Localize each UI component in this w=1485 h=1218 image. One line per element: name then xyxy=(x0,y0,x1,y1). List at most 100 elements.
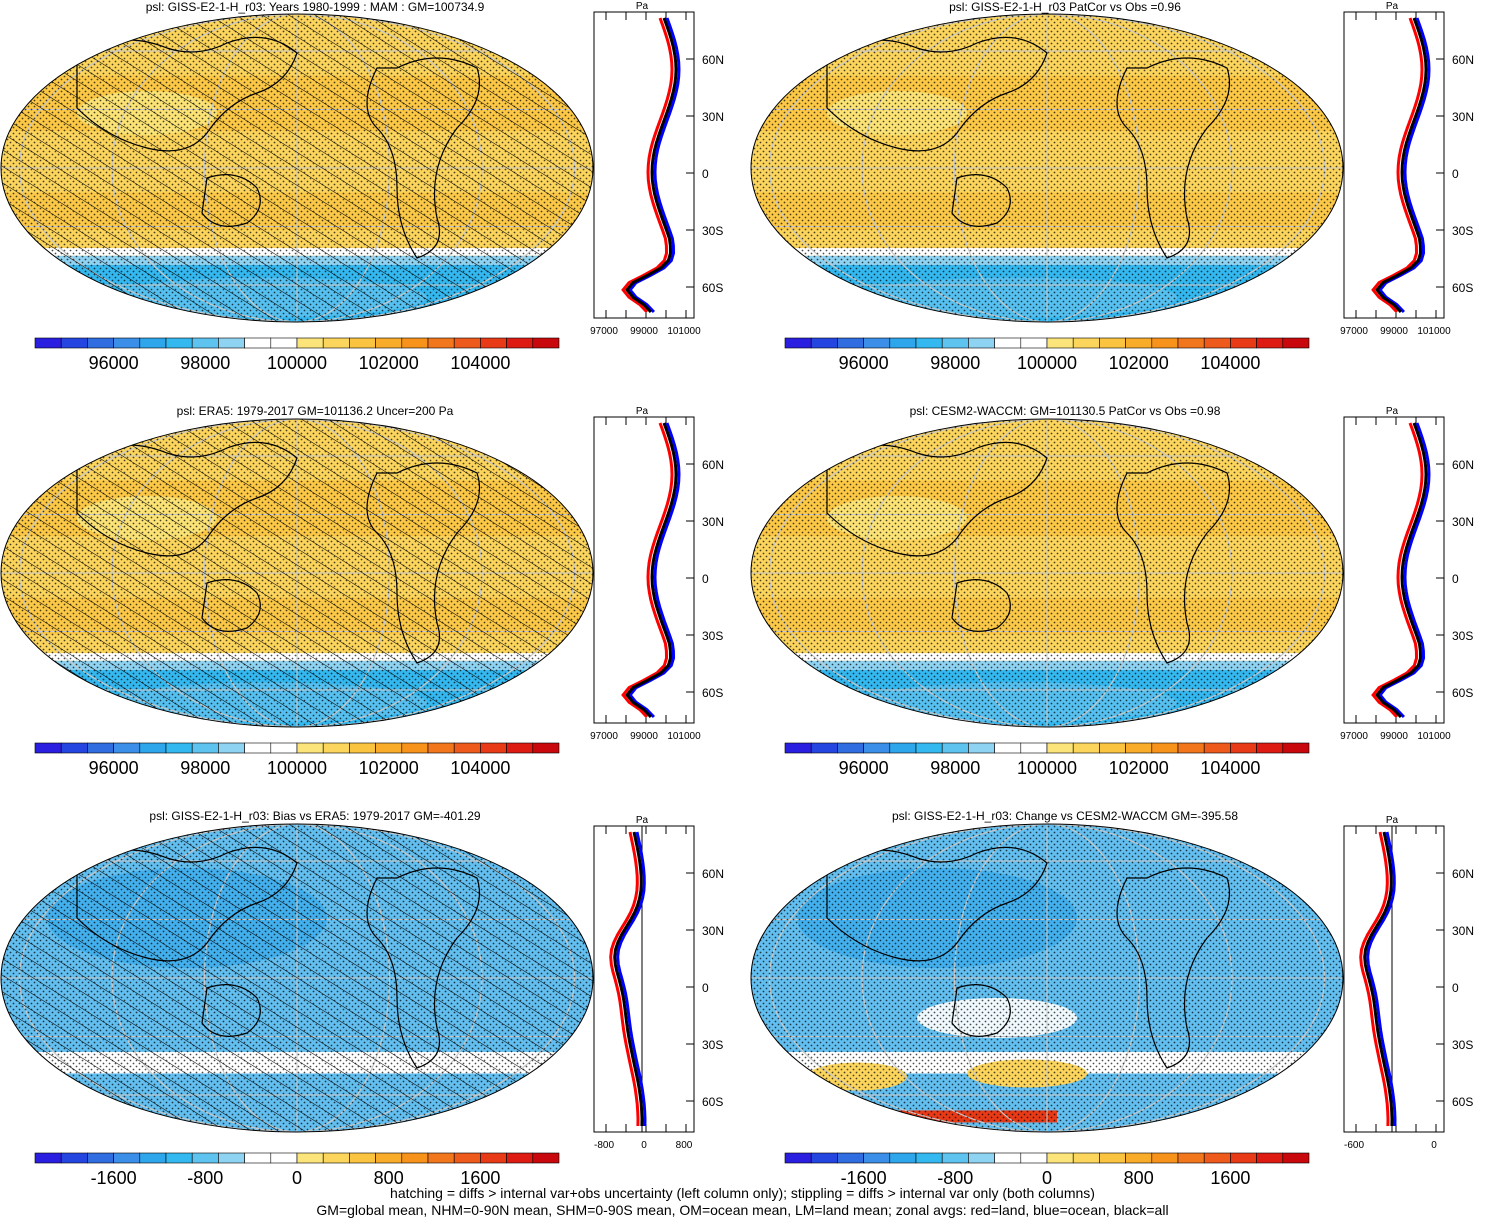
profile-lat-label-1-2: 30N xyxy=(702,110,724,124)
profile-lat-label-3-2: 30N xyxy=(702,515,724,529)
profile-lat-label-5-3: 0 xyxy=(702,981,709,995)
profile-land-line-5 xyxy=(609,831,640,1127)
panel-title-1: psl: GISS-E2-1-H_r03: Years 1980-1999 : … xyxy=(145,0,485,14)
profile-x-label-5-1: -800 xyxy=(594,1140,614,1151)
profile-x-label-4-1: 97000 xyxy=(1340,731,1368,742)
colorbar-3-label-5: 104000 xyxy=(450,758,510,778)
profile-ocean-line-4 xyxy=(1378,422,1431,719)
colorbar-5-label-2: -800 xyxy=(187,1168,223,1188)
colorbar-5-label-4: 800 xyxy=(374,1168,404,1188)
profile-lat-label-4-1: 60N xyxy=(1452,458,1474,472)
zonal-profile-1 xyxy=(593,11,695,319)
map-panel-5 xyxy=(0,823,594,1133)
profile-all-line-3 xyxy=(625,422,678,719)
colorbar-2-label-5: 104000 xyxy=(1200,353,1260,373)
colorbar-4-label-1: 96000 xyxy=(839,758,889,778)
colorbar-2-label-3: 100000 xyxy=(1017,353,1077,373)
profile-unit-5: Pa xyxy=(636,815,649,826)
panel-title-4: psl: CESM2-WACCM: GM=101130.5 PatCor vs … xyxy=(909,404,1221,418)
profile-land-line-2 xyxy=(1371,17,1424,314)
colorbar-2-label-2: 98000 xyxy=(930,353,980,373)
colorbar-6 xyxy=(784,1152,1310,1164)
panel-title-5: psl: GISS-E2-1-H_r03: Bias vs ERA5: 1979… xyxy=(149,809,481,823)
profile-x-label-6-1: -600 xyxy=(1344,1140,1364,1151)
colorbar-4-label-3: 100000 xyxy=(1017,758,1077,778)
profile-lat-label-1-3: 0 xyxy=(702,167,709,181)
colorbar-5-label-5: 1600 xyxy=(460,1168,500,1188)
map-panel-3 xyxy=(0,418,594,728)
profile-x-label-3-1: 97000 xyxy=(590,731,618,742)
colorbar-6-label-4: 800 xyxy=(1124,1168,1154,1188)
profile-lat-label-4-2: 30N xyxy=(1452,515,1474,529)
colorbar-3-label-3: 100000 xyxy=(267,758,327,778)
colorbar-1-label-4: 102000 xyxy=(359,353,419,373)
colorbar-1-label-3: 100000 xyxy=(267,353,327,373)
profile-lat-label-2-5: 60S xyxy=(1452,281,1473,295)
profile-lat-label-6-1: 60N xyxy=(1452,867,1474,881)
map-panel-4 xyxy=(750,418,1344,728)
profile-lat-label-6-5: 60S xyxy=(1452,1095,1473,1109)
profile-lat-label-1-5: 60S xyxy=(702,281,723,295)
profile-x-label-1-3: 101000 xyxy=(667,326,701,337)
profile-ocean-line-2 xyxy=(1378,17,1431,314)
zonal-profile-5 xyxy=(593,825,695,1133)
colorbar-5-label-1: -1600 xyxy=(91,1168,137,1188)
profile-lat-label-3-4: 30S xyxy=(702,629,723,643)
profile-all-line-2 xyxy=(1375,17,1428,314)
colorbar-4-label-5: 104000 xyxy=(1200,758,1260,778)
colorbar-2-label-4: 102000 xyxy=(1109,353,1169,373)
colorbar-5 xyxy=(34,1152,560,1164)
profile-lat-label-1-4: 30S xyxy=(702,224,723,238)
panel-title-6: psl: GISS-E2-1-H_r03: Change vs CESM2-WA… xyxy=(891,809,1238,823)
profile-lat-label-2-4: 30S xyxy=(1452,224,1473,238)
profile-all-line-5 xyxy=(613,831,644,1127)
colorbar-3-label-1: 96000 xyxy=(89,758,139,778)
profile-x-label-4-3: 101000 xyxy=(1417,731,1451,742)
profile-lat-label-5-4: 30S xyxy=(702,1038,723,1052)
panel-title-3: psl: ERA5: 1979-2017 GM=101136.2 Uncer=2… xyxy=(176,404,454,418)
panel-title-2: psl: GISS-E2-1-H_r03 PatCor vs Obs =0.96 xyxy=(949,0,1181,14)
colorbar-1-label-2: 98000 xyxy=(180,353,230,373)
colorbar-3 xyxy=(34,742,560,754)
profile-ocean-line-5 xyxy=(616,831,647,1127)
profile-x-label-2-3: 101000 xyxy=(1417,326,1451,337)
profile-lat-label-1-1: 60N xyxy=(702,53,724,67)
profile-lat-label-4-3: 0 xyxy=(1452,572,1459,586)
profile-unit-1: Pa xyxy=(636,1,649,12)
profile-unit-4: Pa xyxy=(1386,406,1399,417)
map-panel-6 xyxy=(750,823,1344,1133)
profile-unit-3: Pa xyxy=(636,406,649,417)
profile-land-line-6 xyxy=(1359,831,1390,1127)
colorbar-1-label-1: 96000 xyxy=(89,353,139,373)
zonal-profile-2 xyxy=(1343,11,1445,319)
profile-unit-6: Pa xyxy=(1386,815,1399,826)
profile-lat-label-2-1: 60N xyxy=(1452,53,1474,67)
profile-x-label-5-2: 0 xyxy=(641,1140,647,1151)
profile-all-line-6 xyxy=(1363,831,1394,1127)
profile-land-line-4 xyxy=(1371,422,1424,719)
colorbar-6-label-5: 1600 xyxy=(1210,1168,1250,1188)
colorbar-2-label-1: 96000 xyxy=(839,353,889,373)
profile-lat-label-6-4: 30S xyxy=(1452,1038,1473,1052)
profile-lat-label-6-3: 0 xyxy=(1452,981,1459,995)
colorbar-4-label-2: 98000 xyxy=(930,758,980,778)
colorbar-3-label-2: 98000 xyxy=(180,758,230,778)
profile-lat-label-5-2: 30N xyxy=(702,924,724,938)
profile-lat-label-3-5: 60S xyxy=(702,686,723,700)
profile-unit-2: Pa xyxy=(1386,1,1399,12)
map-panel-2 xyxy=(750,13,1344,323)
profile-x-label-3-2: 99000 xyxy=(630,731,658,742)
profile-all-line-1 xyxy=(625,17,678,314)
profile-land-line-3 xyxy=(621,422,674,719)
profile-x-label-1-2: 99000 xyxy=(630,326,658,337)
profile-lat-label-5-5: 60S xyxy=(702,1095,723,1109)
profile-lat-label-2-3: 0 xyxy=(1452,167,1459,181)
colorbar-1 xyxy=(34,337,560,349)
colorbar-6-label-1: -1600 xyxy=(841,1168,887,1188)
zonal-profile-3 xyxy=(593,416,695,724)
profile-ocean-line-1 xyxy=(628,17,681,314)
colorbar-1-label-5: 104000 xyxy=(450,353,510,373)
footer-line-2: GM=global mean, NHM=0-90N mean, SHM=0-90… xyxy=(316,1202,1169,1218)
